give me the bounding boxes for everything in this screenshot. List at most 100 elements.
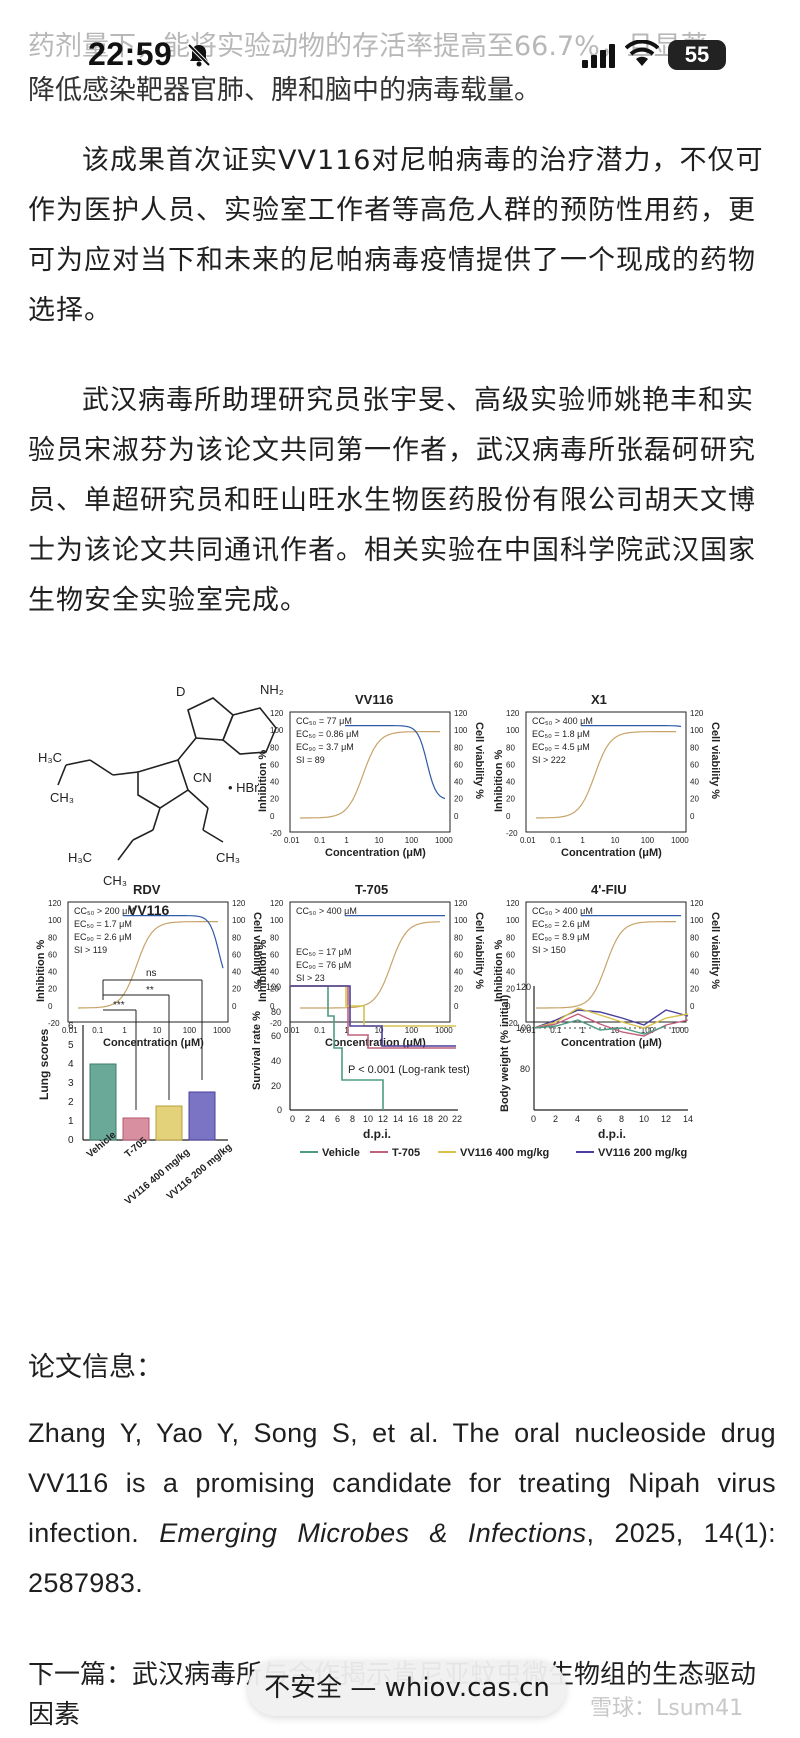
atom-label: CH₃ <box>216 850 240 865</box>
panel-ylabel-left: Inhibition % <box>493 749 505 812</box>
bw-line-vv116-400 <box>533 1007 689 1029</box>
panel-ytick-right: 100 <box>690 916 704 925</box>
panel-ytick: 120 <box>48 899 62 908</box>
panel-ytick-right: 40 <box>232 968 241 977</box>
panel-xtick: 100 <box>405 836 419 845</box>
panel-ytick-right: 40 <box>454 778 463 787</box>
watermark: 雪球：Lsum41 <box>590 1696 744 1721</box>
article-paragraph: 该成果首次证实VV116对尼帕病毒的治疗潜力，不仅可作为医护人员、实验室工作者等… <box>28 145 764 326</box>
panel-ytick-right: 0 <box>454 812 459 821</box>
inhibition-curve <box>77 921 218 1009</box>
body-weight-chart: Body weight (% initial) 120 100 80 0 2 4… <box>499 982 693 1141</box>
panel-ylabel-right: Cell viability % <box>473 912 485 989</box>
panel-stat: EC₅₀ = 1.8 μM <box>532 729 590 739</box>
atom-label: CH₃ <box>50 790 74 805</box>
panel-ytick: 80 <box>506 933 515 942</box>
panel-xlabel: Concentration (μM) <box>561 847 662 859</box>
panel-ylabel-left: Inhibition % <box>257 939 269 1002</box>
panel-ytick-right: 20 <box>232 985 241 994</box>
bw-xlabel: d.p.i. <box>598 1127 626 1141</box>
panel-stat: EC₉₀ = 4.5 μM <box>532 742 590 752</box>
bw-xtick: 6 <box>597 1114 602 1124</box>
article-paragraph: 武汉病毒所助理研究员张宇旻、高级实验师姚艳丰和实验员宋淑芬为该论文共同第一作者，… <box>28 385 756 616</box>
panel-ytick-right: 60 <box>454 950 463 959</box>
panel-ytick: 80 <box>270 743 279 752</box>
lung-ytick: 1 <box>68 1116 74 1127</box>
panel-ylabel-right: Cell viability % <box>473 722 485 799</box>
survival-xtick: 0 <box>290 1114 295 1124</box>
panel-stat: SI > 222 <box>532 755 566 765</box>
atom-label: CN <box>193 770 212 785</box>
figure-svg: D NH₂ CN • HBr H₃C CH₃ H₃C CH₃ CH₃ VV116… <box>35 682 721 1207</box>
panel-ytick: -20 <box>270 829 282 838</box>
panel-xtick: 1000 <box>213 1026 231 1035</box>
sig-label: *** <box>113 1000 125 1011</box>
panel-xtick: 0.01 <box>520 836 536 845</box>
panel-ytick: -20 <box>506 829 518 838</box>
bw-xtick: 4 <box>575 1114 580 1124</box>
panel-xtick: 100 <box>641 836 655 845</box>
battery-indicator: 55 <box>668 40 726 70</box>
panel-ytick-right: 20 <box>454 985 463 994</box>
panel-ytick: 60 <box>270 760 279 769</box>
panel-ytick-right: 80 <box>690 743 699 752</box>
survival-xtick: 4 <box>320 1114 325 1124</box>
panel-ytick: 120 <box>506 899 520 908</box>
survival-xtick: 6 <box>335 1114 340 1124</box>
panel-frame <box>289 711 451 833</box>
panel-ytick: 0 <box>506 1002 511 1011</box>
panel-ytick: 0 <box>270 812 275 821</box>
panel-ytick: 80 <box>48 933 57 942</box>
panel-ytick-right: 40 <box>454 968 463 977</box>
survival-xtick: 12 <box>378 1114 388 1124</box>
panel-xtick: 10 <box>611 1026 620 1035</box>
panel-xlabel: Concentration (μM) <box>325 847 426 859</box>
panel-ytick-right: 40 <box>690 968 699 977</box>
panel-xlabel: Concentration (μM) <box>561 1037 662 1049</box>
panel-ytick-right: 120 <box>232 899 246 908</box>
url-bar[interactable]: 不安全 — whiov.cas.cn <box>248 1660 566 1716</box>
panel-ylabel-right: Cell viability % <box>251 912 263 989</box>
lung-bar-vv116-200 <box>188 1091 216 1141</box>
panel-stat: CC₅₀ > 400 μM <box>532 906 593 916</box>
survival-ytick: 80 <box>271 1007 281 1017</box>
panel-ytick: 20 <box>270 985 279 994</box>
dose-response-panel: RDV CC₅₀ > 200 μM EC₅₀ = 1.7 μM EC₉₀ = 2.6 … <box>35 882 263 1049</box>
lung-ytick: 5 <box>68 1040 74 1051</box>
legend-item: VV116 200 mg/kg <box>598 1147 687 1159</box>
survival-xtick: 20 <box>438 1114 448 1124</box>
bw-ytick: 120 <box>516 982 531 992</box>
panel-xtick: 1000 <box>435 1026 453 1035</box>
bw-line-vv116-200 <box>533 1009 689 1029</box>
panel-xlabel: Concentration (μM) <box>325 1037 426 1049</box>
survival-xtick: 2 <box>305 1114 310 1124</box>
survival-line-vv116-200 <box>290 985 456 1047</box>
panel-stat: EC₅₀ = 1.7 μM <box>74 919 132 929</box>
panel-ytick-right: 60 <box>232 950 241 959</box>
panel-ytick: 20 <box>48 985 57 994</box>
panel-ytick-right: 100 <box>690 726 704 735</box>
survival-ytick: 20 <box>271 1081 281 1091</box>
panel-ytick-right: 120 <box>690 899 704 908</box>
atom-label: NH₂ <box>260 682 284 697</box>
atom-label: H₃C <box>38 750 62 765</box>
bw-ytick: 80 <box>520 1064 530 1074</box>
panel-stat: EC₅₀ = 0.86 μM <box>296 729 359 739</box>
panel-ytick: -20 <box>48 1019 60 1028</box>
lung-bar-vehicle <box>89 1063 117 1141</box>
panel-ytick-right: 80 <box>454 743 463 752</box>
panel-ytick-right: 60 <box>690 760 699 769</box>
viability-curve <box>581 725 682 728</box>
survival-line-vehicle <box>290 985 384 1110</box>
panel-ytick: 80 <box>270 933 279 942</box>
panel-xtick: 100 <box>183 1026 197 1035</box>
panel-xtick: 1 <box>580 1026 585 1035</box>
article-body: 该成果首次证实VV116对尼帕病毒的治疗潜力，不仅可作为医护人员、实验室工作者等… <box>28 136 776 666</box>
panel-ytick: 100 <box>48 916 62 925</box>
panel-ytick: 120 <box>270 899 284 908</box>
panel-xlabel: Concentration (μM) <box>103 1037 204 1049</box>
panel-frame <box>289 901 451 1023</box>
panel-ytick-right: 20 <box>454 795 463 804</box>
panel-stat: CC₅₀ > 200 μM <box>74 906 135 916</box>
